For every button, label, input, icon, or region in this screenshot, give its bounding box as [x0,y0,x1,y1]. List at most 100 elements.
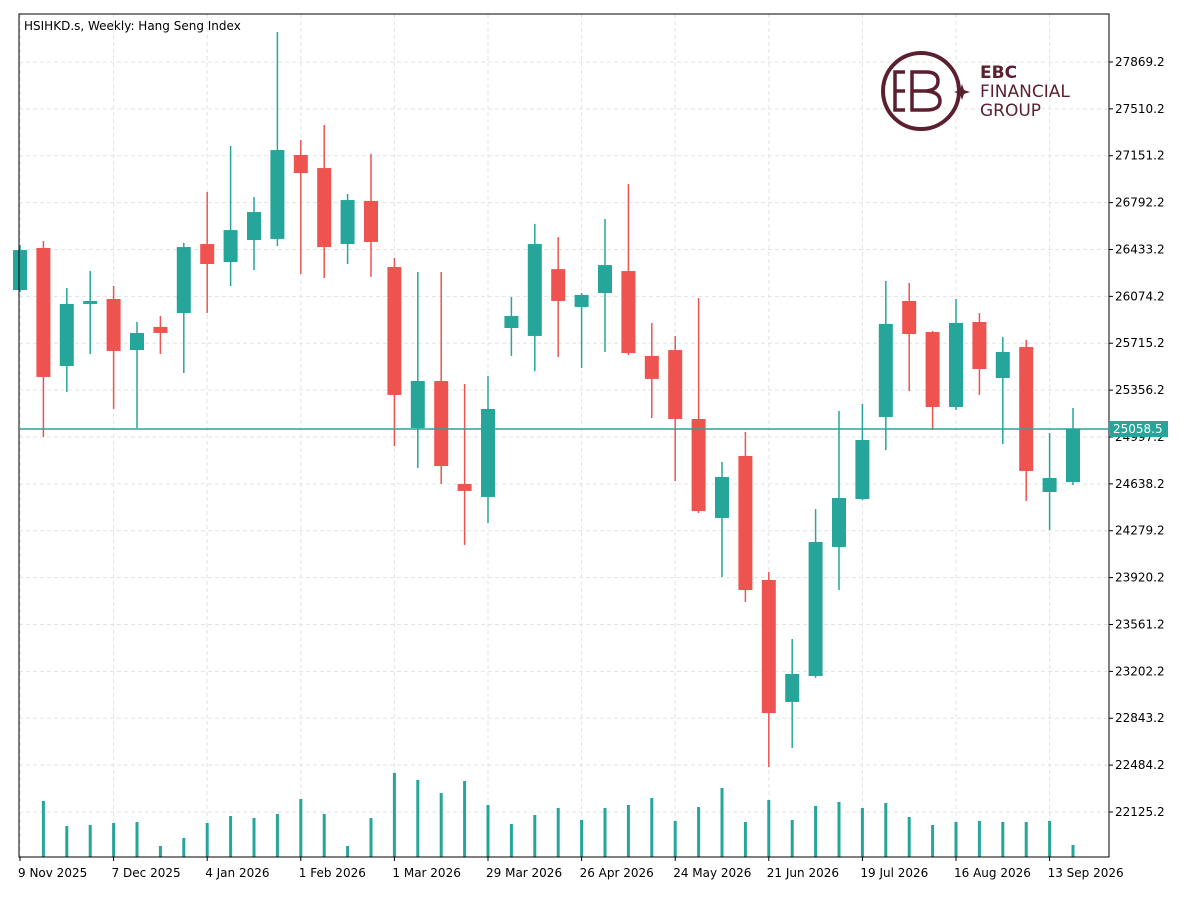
y-tick-label: 23561.2 [1115,617,1165,631]
volume-bar [1001,822,1005,857]
volume-bar [229,816,233,857]
volume-bar [790,820,794,857]
y-tick-label: 23202.2 [1115,664,1165,678]
y-tick-label: 26792.2 [1115,196,1165,210]
logo-text: FINANCIAL [980,82,1070,102]
candle-body [527,244,542,336]
candle-body [1019,347,1034,471]
x-tick-label: 7 Dec 2025 [112,866,181,880]
volume-bar [954,822,958,857]
x-tick-label: 16 Aug 2026 [954,866,1031,880]
candle-body [270,150,285,239]
volume-bar [697,807,701,857]
candle-body [457,484,472,491]
marks [13,31,1080,857]
candle-body [598,265,612,294]
x-tick-label: 29 Mar 2026 [486,866,562,880]
volume-bar [112,823,116,857]
volume-bar [41,801,45,857]
candle-body [36,247,51,377]
volume-bar [205,823,209,857]
candle-body [855,440,870,500]
candle-body [972,321,987,369]
volume-bar [158,846,162,857]
volume-bar [580,820,584,857]
volume-bar [65,826,69,857]
logo-text: GROUP [980,101,1041,121]
y-tick-label: 26074.2 [1115,289,1165,303]
volume-bar [1071,845,1075,857]
volume-bar [977,821,981,857]
candle-body [247,212,261,240]
volume-bar [88,825,92,857]
candle-body [1042,478,1057,492]
candle-body [738,455,753,591]
candle-body [317,168,332,248]
volume-bar [509,824,513,857]
x-tick-label: 24 May 2026 [673,866,751,880]
candle-body [644,355,659,379]
candle-body [130,332,144,351]
y-tick-label: 22125.2 [1115,805,1165,819]
y-tick-label: 25356.2 [1115,383,1165,397]
candle-body [176,247,191,313]
candle-body [715,476,729,518]
candle-body [551,269,566,301]
volume-bar [533,815,537,857]
plot-frame [18,13,1110,858]
volume-bar [673,821,677,857]
candle-body [364,200,378,242]
logo: EBC FINANCIAL GROUP [881,51,1070,131]
volume-bar [720,788,724,857]
x-tick-label: 1 Mar 2026 [392,866,460,880]
candle-body [574,294,589,307]
volume-bar [860,808,864,857]
candle-body [410,381,425,429]
candle-body [668,350,683,420]
candle-body [434,381,449,467]
volume-bar [556,808,560,857]
chart-title: HSIHKD.s, Weekly: Hang Seng Index [24,19,241,33]
y-tick-label: 24279.2 [1115,524,1165,538]
x-tick-label: 19 Jul 2026 [860,866,928,880]
current-price-box [1110,420,1168,437]
volume-bar [322,814,326,857]
current-price-label: 25058.5 [1113,422,1163,436]
volume-bar [767,800,771,857]
candle-body [340,200,355,245]
candle-body [223,230,238,263]
x-tick-label: 13 Sep 2026 [1048,866,1124,880]
volume-bar [743,822,747,857]
volume-bar [1048,821,1052,857]
x-tick-label: 4 Jan 2026 [205,866,269,880]
volume-bar [135,822,139,857]
volume-bar [463,781,467,857]
volume-bar [907,817,911,857]
volume-bar [603,808,607,857]
x-tick-label: 26 Apr 2026 [580,866,654,880]
volume-bar [369,818,373,857]
candle-body [995,352,1010,379]
y-tick-label: 22843.2 [1115,711,1165,725]
volume-bar [416,780,420,857]
candle-body [13,250,27,290]
volume-bar [275,814,279,857]
candle-body [387,267,402,395]
y-tick-label: 27151.2 [1115,149,1165,163]
logo-text: EBC [980,63,1017,83]
y-tick-label: 26433.2 [1115,242,1165,256]
y-tick-label: 23920.2 [1115,571,1165,585]
candle-body [949,322,963,407]
volume-bar [837,802,841,857]
candle-body [59,303,74,366]
candle-body [878,323,893,418]
y-tick-label: 25715.2 [1115,336,1165,350]
candle-body [785,674,800,702]
candle-body [481,408,495,497]
volume-bar [650,798,654,857]
candle-body [808,541,823,676]
volume-bar [252,818,256,857]
x-tick-label: 9 Nov 2025 [18,866,87,880]
